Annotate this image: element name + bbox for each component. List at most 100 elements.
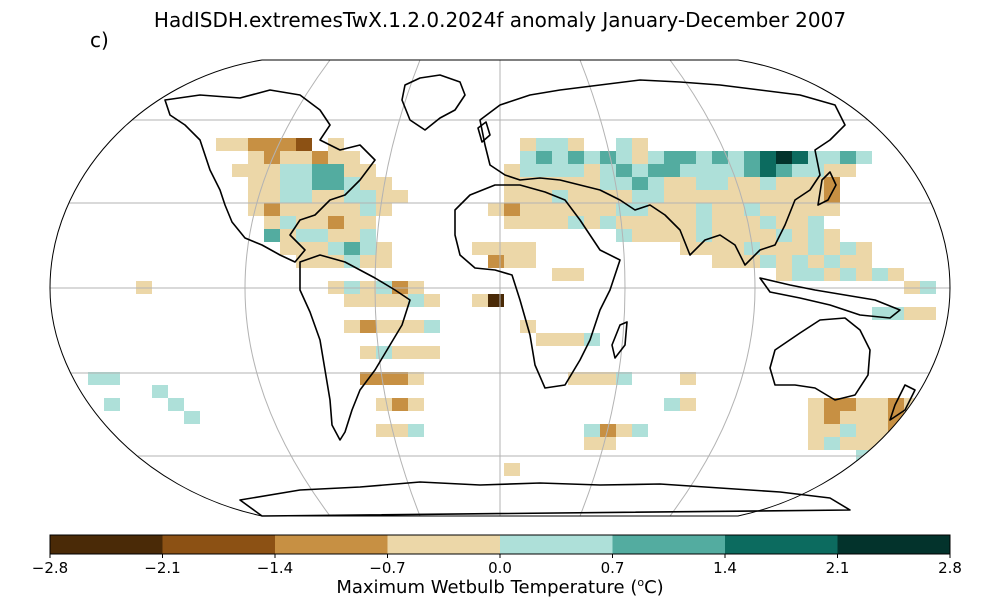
anomaly-cell <box>520 255 536 268</box>
anomaly-cell <box>808 190 824 203</box>
anomaly-cell <box>312 255 328 268</box>
anomaly-cell <box>584 216 600 229</box>
anomaly-cell <box>392 372 408 385</box>
anomaly-cell <box>280 216 296 229</box>
anomaly-cell <box>840 268 856 281</box>
anomaly-cell <box>888 268 904 281</box>
anomaly-cell <box>584 164 600 177</box>
anomaly-cell <box>344 294 360 307</box>
anomaly-cell <box>248 164 264 177</box>
anomaly-cell <box>808 268 824 281</box>
anomaly-cell <box>360 294 376 307</box>
anomaly-cell <box>856 268 872 281</box>
coast-antarctica <box>239 481 851 517</box>
anomaly-cell <box>776 190 792 203</box>
colorbar-unit-sup: o <box>637 576 645 589</box>
anomaly-cell <box>504 255 520 268</box>
anomaly-cell <box>664 229 680 242</box>
panel-letter: c) <box>90 28 109 52</box>
coast-south-america <box>299 254 411 441</box>
anomaly-cell <box>872 411 888 424</box>
anomaly-cell <box>872 398 888 411</box>
anomaly-cell <box>344 177 360 190</box>
anomaly-cell <box>872 437 888 450</box>
anomaly-cell <box>408 294 424 307</box>
anomaly-cell <box>360 203 376 216</box>
colorbar-tick-label: 0.0 <box>488 559 512 577</box>
anomaly-cell <box>600 151 616 164</box>
anomaly-cell <box>728 164 744 177</box>
anomaly-cell <box>504 463 520 476</box>
anomaly-cell <box>680 203 696 216</box>
anomaly-cell <box>472 242 488 255</box>
anomaly-cell <box>952 320 968 333</box>
anomaly-cell <box>344 203 360 216</box>
anomaly-cell <box>712 216 728 229</box>
anomaly-cell <box>792 268 808 281</box>
anomaly-cell <box>88 372 104 385</box>
coast-greenland <box>401 74 466 131</box>
anomaly-cell <box>328 216 344 229</box>
anomaly-cell <box>648 216 664 229</box>
anomaly-cell <box>536 164 552 177</box>
colorbar-tick-label: 1.4 <box>713 559 737 577</box>
colorbar-tick-label: −1.4 <box>256 559 294 577</box>
anomaly-cell <box>760 177 776 190</box>
anomaly-cell <box>264 151 280 164</box>
anomaly-cell <box>824 255 840 268</box>
anomaly-cell <box>904 411 920 424</box>
anomaly-cell <box>312 242 328 255</box>
anomaly-cell <box>648 151 664 164</box>
coastlines <box>164 74 916 517</box>
anomaly-cell <box>328 229 344 242</box>
anomaly-cell <box>424 294 440 307</box>
anomaly-cell <box>264 164 280 177</box>
anomaly-cell <box>600 372 616 385</box>
colorbar-bin <box>837 535 951 554</box>
anomaly-grid <box>88 138 968 476</box>
anomaly-cell <box>568 203 584 216</box>
anomaly-cell <box>584 190 600 203</box>
anomaly-cell <box>280 177 296 190</box>
anomaly-cell <box>232 164 248 177</box>
anomaly-cell <box>264 190 280 203</box>
anomaly-cell <box>280 242 296 255</box>
anomaly-cell <box>696 216 712 229</box>
colorbar <box>49 534 951 558</box>
anomaly-cell <box>824 424 840 437</box>
anomaly-cell <box>616 151 632 164</box>
anomaly-cell <box>840 398 856 411</box>
anomaly-cell <box>264 203 280 216</box>
anomaly-cell <box>632 229 648 242</box>
anomaly-cell <box>376 190 392 203</box>
anomaly-cell <box>664 203 680 216</box>
anomaly-cell <box>616 164 632 177</box>
anomaly-cell <box>632 138 648 151</box>
colorbar-bin <box>387 535 501 554</box>
anomaly-cell <box>680 216 696 229</box>
colorbar-tick-label: −2.8 <box>31 559 69 577</box>
anomaly-cell <box>312 177 328 190</box>
anomaly-cell <box>808 437 824 450</box>
anomaly-cell <box>808 203 824 216</box>
anomaly-cell <box>536 203 552 216</box>
anomaly-cell <box>600 437 616 450</box>
anomaly-cell <box>888 437 904 450</box>
anomaly-cell <box>280 190 296 203</box>
colorbar-unit-tail: C) <box>644 577 664 598</box>
anomaly-cell <box>712 164 728 177</box>
anomaly-cell <box>824 203 840 216</box>
anomaly-cell <box>616 177 632 190</box>
anomaly-cell <box>712 242 728 255</box>
anomaly-cell <box>904 450 920 463</box>
anomaly-cell <box>552 138 568 151</box>
anomaly-cell <box>776 255 792 268</box>
graticule <box>50 60 950 516</box>
coast-australia <box>769 317 871 401</box>
anomaly-cell <box>104 372 120 385</box>
anomaly-cell <box>408 320 424 333</box>
anomaly-cell <box>344 242 360 255</box>
anomaly-cell <box>248 203 264 216</box>
anomaly-cell <box>696 164 712 177</box>
anomaly-cell <box>376 294 392 307</box>
